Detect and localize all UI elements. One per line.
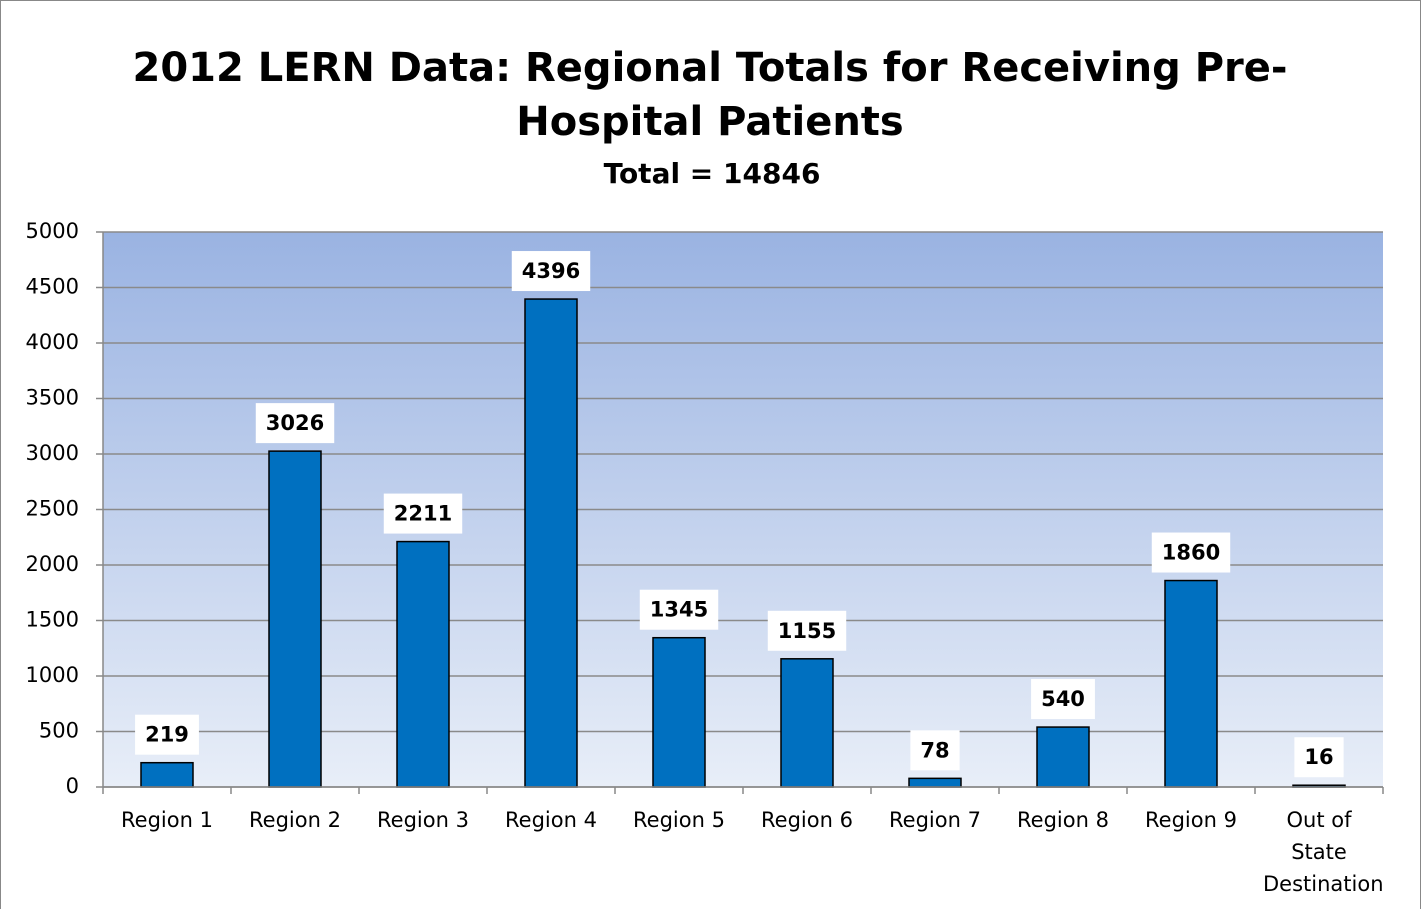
bar (268, 450, 322, 788)
data-label-background (767, 610, 847, 651)
y-tick-label: 4000 (26, 330, 79, 354)
data-label-background (910, 730, 960, 771)
data-label: 3026 (266, 411, 324, 435)
y-tick-label: 1500 (26, 608, 79, 632)
y-tick-label: 2500 (26, 497, 79, 521)
bar (1164, 579, 1218, 788)
data-label: 1155 (778, 619, 836, 643)
data-label: 16 (1304, 745, 1333, 769)
data-label-background (383, 493, 463, 534)
x-tick-label: Region 7 (889, 808, 981, 832)
data-label: 78 (920, 738, 949, 762)
data-label: 2211 (394, 502, 452, 526)
data-label-background (511, 251, 591, 292)
data-label-background (1151, 532, 1231, 573)
y-tick-label: 3500 (26, 386, 79, 410)
x-tick-label: Region 6 (761, 808, 853, 832)
y-tick-label: 4500 (26, 275, 79, 299)
y-tick-label: 5000 (26, 219, 79, 243)
data-label: 1345 (650, 598, 708, 622)
bar (524, 298, 578, 788)
y-tick-label: 2000 (26, 552, 79, 576)
bar (908, 777, 962, 788)
chart-title: 2012 LERN Data: Regional Totals for Rece… (133, 45, 1288, 91)
x-tick-label: Out of State Destination (1263, 808, 1384, 896)
x-tick-label: Region 4 (505, 808, 597, 832)
bar (652, 636, 706, 788)
data-label: 1860 (1162, 541, 1220, 565)
data-label: 4396 (522, 259, 580, 283)
chart-title: Hospital Patients (516, 99, 903, 145)
x-tick-label: Region 1 (121, 808, 213, 832)
y-tick-label: 500 (39, 719, 79, 743)
data-label-background (1031, 679, 1095, 720)
data-label: 219 (145, 723, 189, 747)
y-tick-label: 0 (66, 774, 79, 798)
bar (396, 540, 450, 788)
x-tick-label: Region 5 (633, 808, 725, 832)
data-label-background (135, 714, 199, 755)
x-tick-label: Region 2 (249, 808, 341, 832)
data-label-background (1294, 737, 1344, 778)
y-tick-label: 3000 (26, 441, 79, 465)
bar (140, 761, 194, 788)
bar (1036, 726, 1090, 788)
bar (780, 658, 834, 788)
y-tick-label: 1000 (26, 663, 79, 687)
data-label: 540 (1041, 687, 1085, 711)
data-label-background (255, 403, 335, 444)
data-label-background (639, 589, 719, 630)
chart-subtitle: Total = 14846 (604, 157, 821, 190)
x-tick-label: Region 9 (1145, 808, 1237, 832)
x-tick-label: Region 3 (377, 808, 469, 832)
x-tick-label: Region 8 (1017, 808, 1109, 832)
